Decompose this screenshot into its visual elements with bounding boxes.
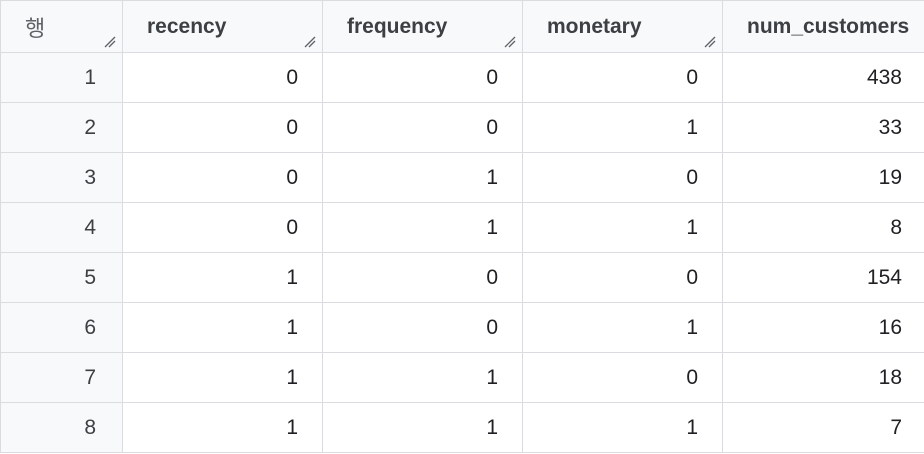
num-customers-cell: 8 bbox=[722, 202, 924, 253]
num-customers-cell: 19 bbox=[722, 152, 924, 203]
num-customers-cell: 154 bbox=[722, 252, 924, 303]
table-row: 7 1 1 0 18 bbox=[0, 352, 924, 403]
monetary-cell: 0 bbox=[522, 252, 723, 303]
row-number-cell: 8 bbox=[0, 402, 123, 453]
recency-cell: 1 bbox=[122, 252, 323, 303]
row-number-cell: 6 bbox=[0, 302, 123, 353]
recency-cell: 1 bbox=[122, 352, 323, 403]
table-row: 5 1 0 0 154 bbox=[0, 252, 924, 303]
table-row: 4 0 1 1 8 bbox=[0, 202, 924, 253]
frequency-cell: 1 bbox=[322, 202, 523, 253]
row-number-header-label: 행 bbox=[25, 16, 46, 41]
recency-cell: 1 bbox=[122, 402, 323, 453]
table-row: 1 0 0 0 438 bbox=[0, 52, 924, 103]
num-customers-cell: 18 bbox=[722, 352, 924, 403]
row-number-header: 행 bbox=[0, 0, 123, 53]
table-row: 6 1 0 1 16 bbox=[0, 302, 924, 353]
monetary-cell: 1 bbox=[522, 302, 723, 353]
header-row: 행 recency frequency bbox=[0, 0, 924, 53]
monetary-cell: 1 bbox=[522, 202, 723, 253]
num-customers-cell: 7 bbox=[722, 402, 924, 453]
recency-cell: 0 bbox=[122, 102, 323, 153]
monetary-cell: 1 bbox=[522, 402, 723, 453]
frequency-cell: 0 bbox=[322, 302, 523, 353]
frequency-cell: 0 bbox=[322, 252, 523, 303]
column-header-monetary[interactable]: monetary bbox=[522, 0, 723, 53]
frequency-cell: 1 bbox=[322, 152, 523, 203]
row-number-cell: 5 bbox=[0, 252, 123, 303]
monetary-cell: 0 bbox=[522, 52, 723, 103]
column-header-label: frequency bbox=[347, 15, 448, 38]
monetary-cell: 1 bbox=[522, 102, 723, 153]
row-number-cell: 2 bbox=[0, 102, 123, 153]
frequency-cell: 1 bbox=[322, 352, 523, 403]
column-resize-icon[interactable] bbox=[104, 36, 116, 48]
column-header-label: num_customers bbox=[747, 15, 910, 38]
row-number-cell: 4 bbox=[0, 202, 123, 253]
column-resize-icon[interactable] bbox=[504, 36, 516, 48]
frequency-cell: 0 bbox=[322, 102, 523, 153]
monetary-cell: 0 bbox=[522, 152, 723, 203]
num-customers-cell: 33 bbox=[722, 102, 924, 153]
frequency-cell: 0 bbox=[322, 52, 523, 103]
row-number-cell: 3 bbox=[0, 152, 123, 203]
recency-cell: 0 bbox=[122, 202, 323, 253]
recency-cell: 1 bbox=[122, 302, 323, 353]
column-header-label: recency bbox=[147, 15, 227, 38]
column-header-frequency[interactable]: frequency bbox=[322, 0, 523, 53]
monetary-cell: 0 bbox=[522, 352, 723, 403]
recency-cell: 0 bbox=[122, 152, 323, 203]
column-resize-icon[interactable] bbox=[304, 36, 316, 48]
column-resize-icon[interactable] bbox=[704, 36, 716, 48]
table-row: 3 0 1 0 19 bbox=[0, 152, 924, 203]
recency-cell: 0 bbox=[122, 52, 323, 103]
table-row: 8 1 1 1 7 bbox=[0, 402, 924, 453]
table-row: 2 0 0 1 33 bbox=[0, 102, 924, 153]
row-number-cell: 1 bbox=[0, 52, 123, 103]
column-header-label: monetary bbox=[547, 15, 642, 38]
column-header-num-customers[interactable]: num_customers bbox=[722, 0, 924, 53]
num-customers-cell: 438 bbox=[722, 52, 924, 103]
frequency-cell: 1 bbox=[322, 402, 523, 453]
row-number-cell: 7 bbox=[0, 352, 123, 403]
num-customers-cell: 16 bbox=[722, 302, 924, 353]
column-header-recency[interactable]: recency bbox=[122, 0, 323, 53]
